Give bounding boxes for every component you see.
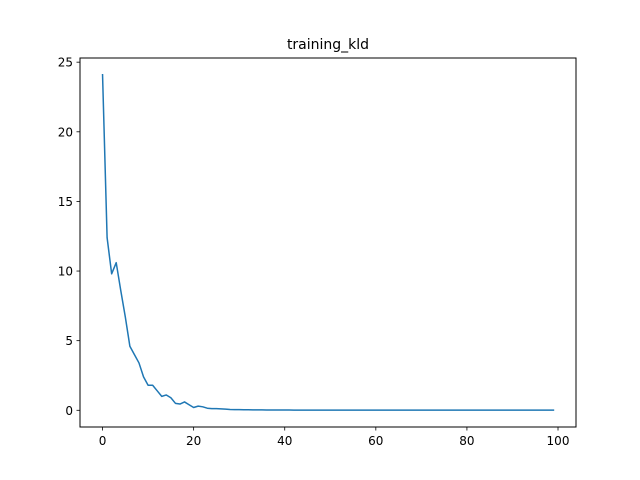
y-tick-label: 20 [58,125,73,139]
y-tick-label: 15 [58,195,73,209]
y-tick-label: 0 [65,404,73,418]
x-tick-label: 60 [368,434,383,448]
x-tick-label: 80 [459,434,474,448]
x-tick-label: 40 [277,434,292,448]
x-axis: 0 20 40 60 80 100 [99,427,570,448]
y-tick-label: 25 [58,56,73,70]
x-tick-label: 20 [186,434,201,448]
series-line-0 [101,73,555,411]
y-tick-label: 10 [58,265,73,279]
chart-title: training_kld [287,37,369,53]
x-tick-label: 0 [99,434,107,448]
plot-area [101,73,555,411]
x-tick-label: 100 [547,434,570,448]
y-axis: 0 5 10 15 20 25 [58,56,80,418]
y-tick-label: 5 [65,334,73,348]
axes-frame [79,57,577,428]
